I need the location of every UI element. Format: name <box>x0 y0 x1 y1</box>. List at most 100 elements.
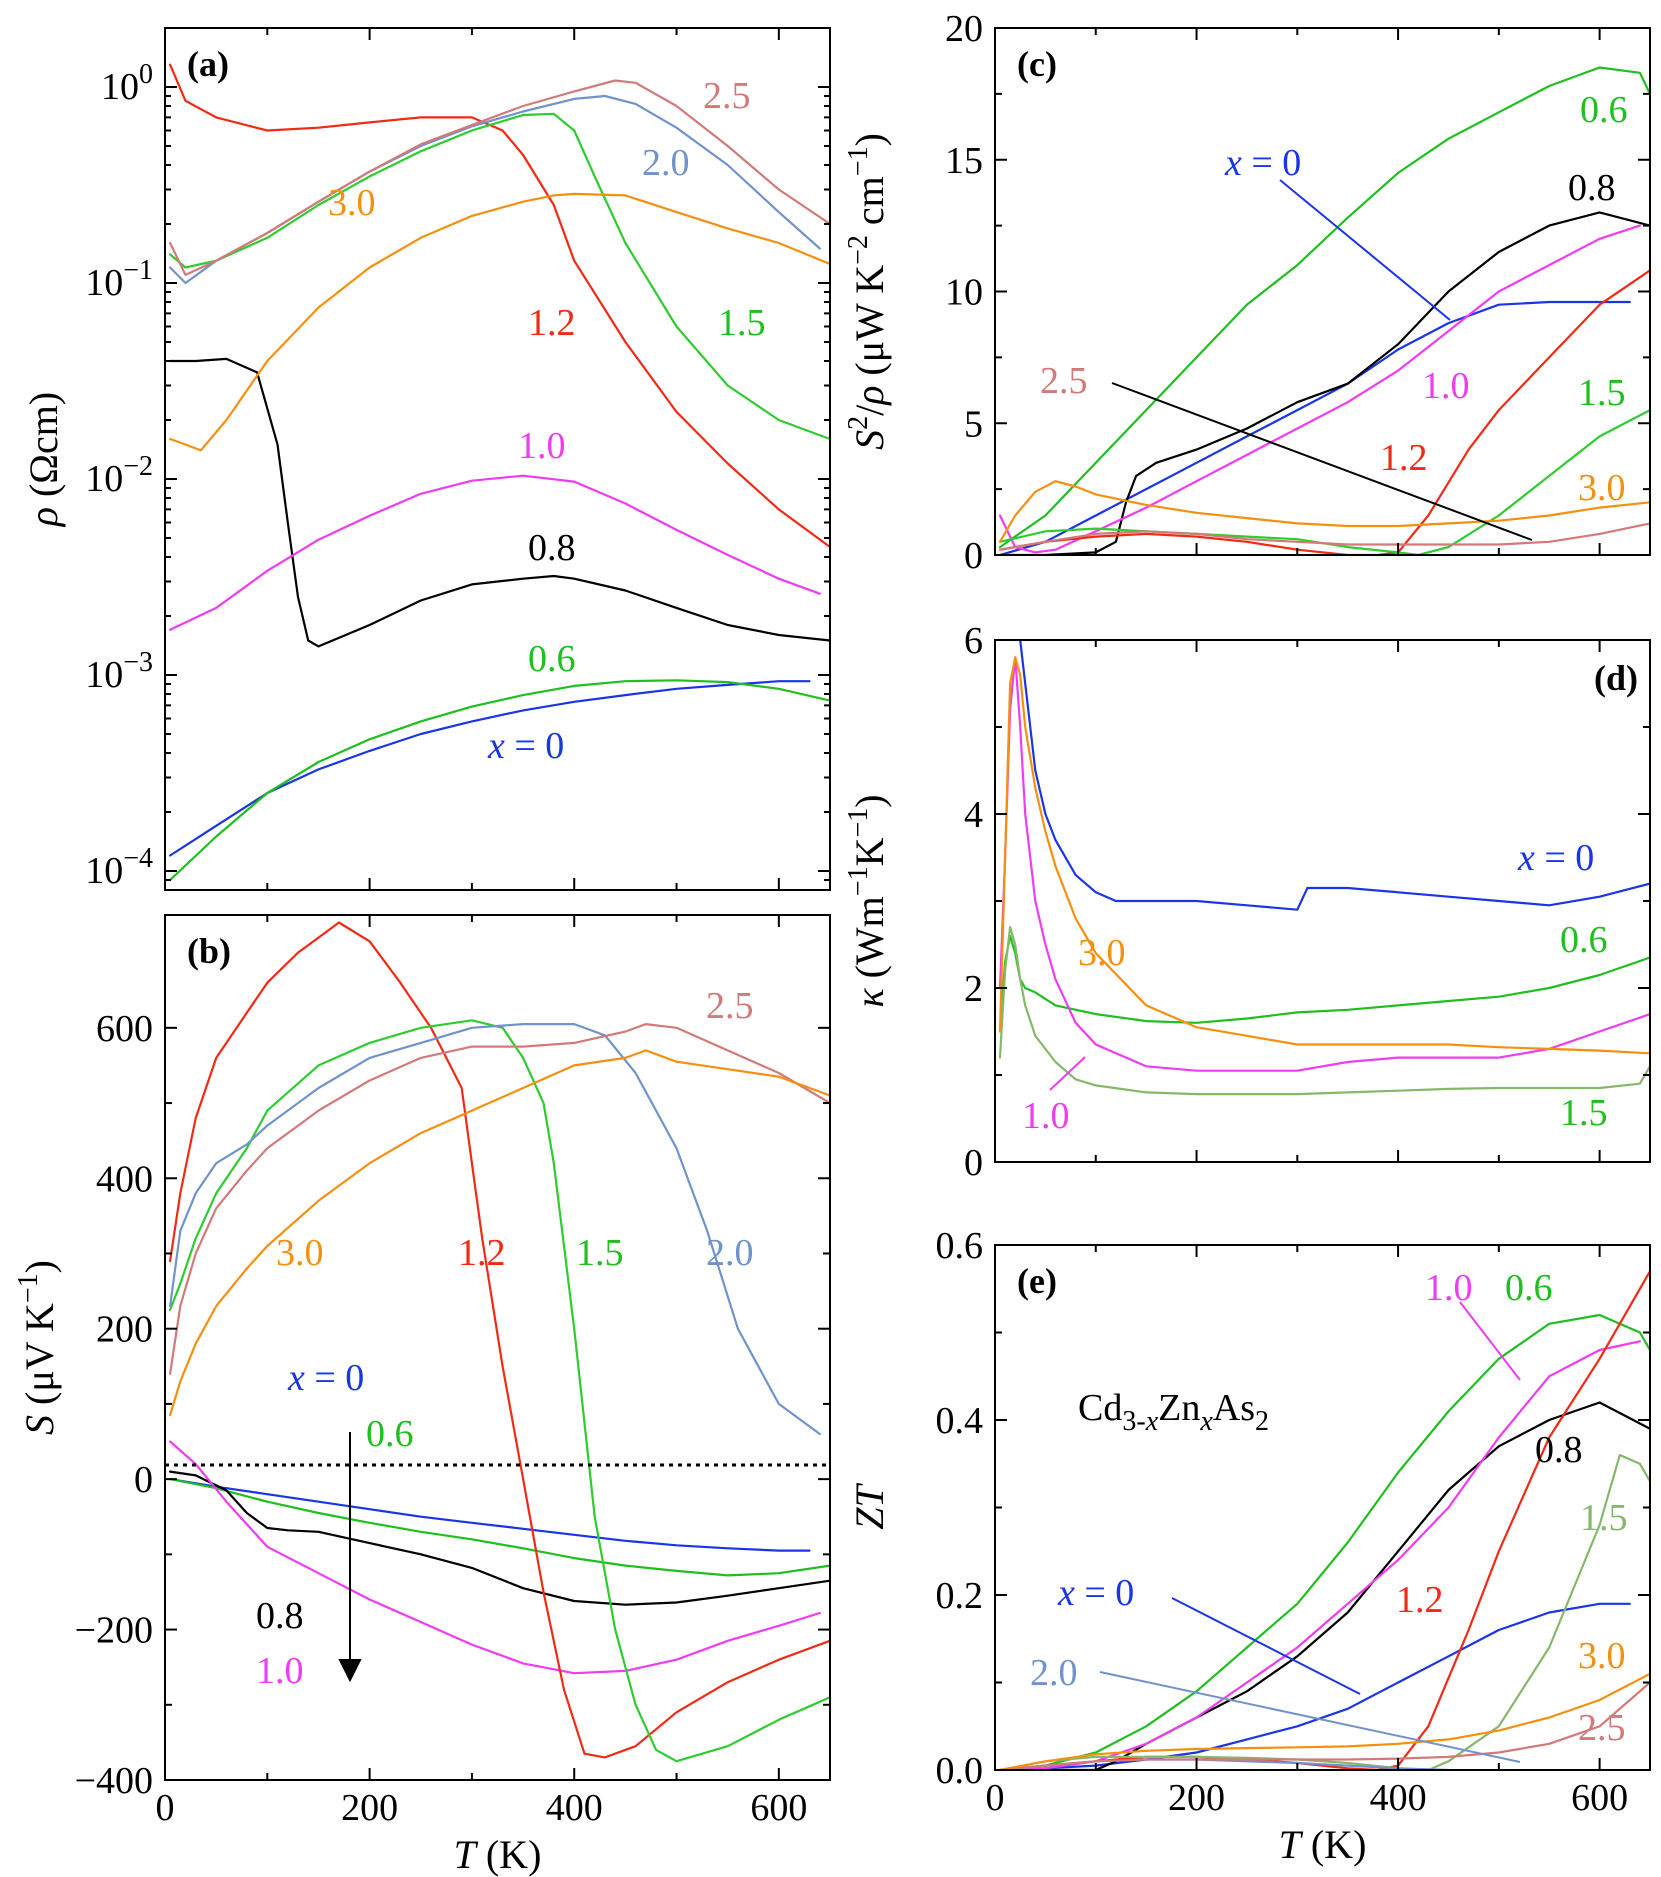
panel-label-c: (c) <box>1017 44 1057 84</box>
ytick-label-d: 6 <box>964 620 983 662</box>
series-c-2.5 <box>998 522 1650 551</box>
label-e-0.6: 0.6 <box>1505 1267 1553 1309</box>
series-b-x=0 <box>169 1478 811 1552</box>
series-a-1.0 <box>169 474 821 631</box>
series-b-0.8 <box>169 1470 830 1606</box>
ylabel-d: κ (Wm−1K−1) <box>843 794 892 1007</box>
series-e-0.6 <box>998 1313 1650 1770</box>
label-c-1.2: 1.2 <box>1380 437 1428 479</box>
label-b-x0: x = 0 <box>287 1357 364 1399</box>
panel-label-b: (b) <box>187 931 231 971</box>
ylabel-b: S (μV K−1) <box>13 1260 62 1435</box>
label-b-1.5: 1.5 <box>576 1232 624 1274</box>
ytick-label-b: −400 <box>75 1760 153 1802</box>
label-b-2.5: 2.5 <box>706 985 754 1027</box>
series-b-2.5 <box>169 1022 830 1375</box>
series-a-2.5 <box>169 79 830 276</box>
label-a-3.0: 3.0 <box>328 182 376 224</box>
series-e-x=0 <box>998 1602 1631 1770</box>
ytick-label-a: 10−4 <box>85 843 153 892</box>
series-e-3.0 <box>998 1672 1650 1770</box>
label-d-x0: x = 0 <box>1517 837 1594 879</box>
xtick-label-e: 400 <box>1370 1777 1427 1819</box>
series-a-1.2 <box>169 63 830 549</box>
series-d-x=0 <box>1019 640 1650 911</box>
ytick-label-a: 100 <box>101 59 153 108</box>
series-e-1.0 <box>998 1340 1641 1770</box>
label-b-1.0: 1.0 <box>256 1650 304 1692</box>
series-c-x=0 <box>998 300 1631 555</box>
ytick-label-b: 0 <box>134 1459 153 1501</box>
ytick-label-c: 0 <box>964 535 983 577</box>
label-b-0.8: 0.8 <box>256 1595 304 1637</box>
label-a-2.5: 2.5 <box>703 75 751 117</box>
leader-lines <box>165 179 1533 1763</box>
series-b-0.6 <box>169 1478 830 1577</box>
series-d-3.0 <box>998 656 1650 1055</box>
series-b-1.0 <box>169 1440 821 1675</box>
ytick-label-c: 15 <box>945 140 983 182</box>
label-c-2.5: 2.5 <box>1040 360 1088 402</box>
label-e-2.5: 2.5 <box>1578 1707 1626 1749</box>
label-e-x0: x = 0 <box>1057 1572 1134 1614</box>
series-c-1.5 <box>998 409 1650 555</box>
series-b-1.2 <box>169 921 830 1759</box>
label-d-1.0: 1.0 <box>1022 1095 1070 1137</box>
label-c-0.8: 0.8 <box>1568 167 1616 209</box>
ylabel-a: ρ (Ωcm) <box>21 392 66 528</box>
label-b-3.0: 3.0 <box>276 1232 324 1274</box>
label-e-3.0: 3.0 <box>1578 1635 1626 1677</box>
ytick-label-c: 10 <box>945 272 983 314</box>
ytick-label-a: 10−3 <box>85 647 153 696</box>
label-a-1.2: 1.2 <box>528 302 576 344</box>
ytick-label-b: 200 <box>96 1309 153 1351</box>
label-e-2.0: 2.0 <box>1030 1652 1078 1694</box>
panel-label-d: (d) <box>1594 658 1638 698</box>
plot-frame-a <box>164 27 831 891</box>
label-c-3.0: 3.0 <box>1578 467 1626 509</box>
label-c-0.6: 0.6 <box>1580 89 1628 131</box>
label-a-x0: x = 0 <box>487 725 564 767</box>
label-a-1.5: 1.5 <box>718 302 766 344</box>
series-c-0.8 <box>998 211 1650 555</box>
label-c-1.5: 1.5 <box>1578 372 1626 414</box>
ytick-label-d: 0 <box>964 1142 983 1184</box>
panel-label-a: (a) <box>187 44 229 84</box>
series-a-0.8 <box>169 357 830 648</box>
label-b-0.6: 0.6 <box>366 1413 414 1455</box>
series-group-a <box>169 63 830 882</box>
series-a-0.6 <box>169 679 830 882</box>
xtick-label-e: 200 <box>1168 1777 1225 1819</box>
label-e-1.2: 1.2 <box>1396 1579 1444 1621</box>
series-group-d <box>998 640 1650 1096</box>
series-group-c <box>998 66 1650 555</box>
series-b-1.5 <box>169 1019 830 1763</box>
ytick-label-e: 0.4 <box>936 1400 984 1442</box>
label-e-1.0: 1.0 <box>1425 1267 1473 1309</box>
label-e-0.8: 0.8 <box>1535 1429 1583 1471</box>
xtick-label-e: 0 <box>986 1777 1005 1819</box>
series-group-b <box>169 921 830 1763</box>
series-a-3.0 <box>169 192 830 452</box>
label-a-2.0: 2.0 <box>642 142 690 184</box>
label-a-0.6: 0.6 <box>528 638 576 680</box>
ytick-label-c: 20 <box>945 8 983 50</box>
ytick-label-d: 4 <box>964 794 983 836</box>
ylabel-c: S2/ρ (μW K−2 cm−1) <box>843 133 892 450</box>
ytick-label-e: 0.6 <box>936 1225 984 1267</box>
xtick-label-e: 600 <box>1571 1777 1628 1819</box>
xtick-label-b: 0 <box>156 1787 175 1829</box>
xlabel-b: T (K) <box>454 1832 542 1877</box>
panel-label-e: (e) <box>1017 1261 1057 1301</box>
ytick-label-a: 10−1 <box>85 255 153 304</box>
series-e-2.5 <box>998 1681 1650 1770</box>
label-e-1.5: 1.5 <box>1580 1497 1628 1539</box>
ytick-label-b: 600 <box>96 1008 153 1050</box>
series-b-2.0 <box>169 1022 821 1436</box>
label-c-x0: x = 0 <box>1224 142 1301 184</box>
label-c-1.0: 1.0 <box>1422 365 1470 407</box>
series-d-1.5d <box>998 926 1650 1096</box>
label-b-1.2: 1.2 <box>458 1232 506 1274</box>
ytick-label-b: 400 <box>96 1158 153 1200</box>
